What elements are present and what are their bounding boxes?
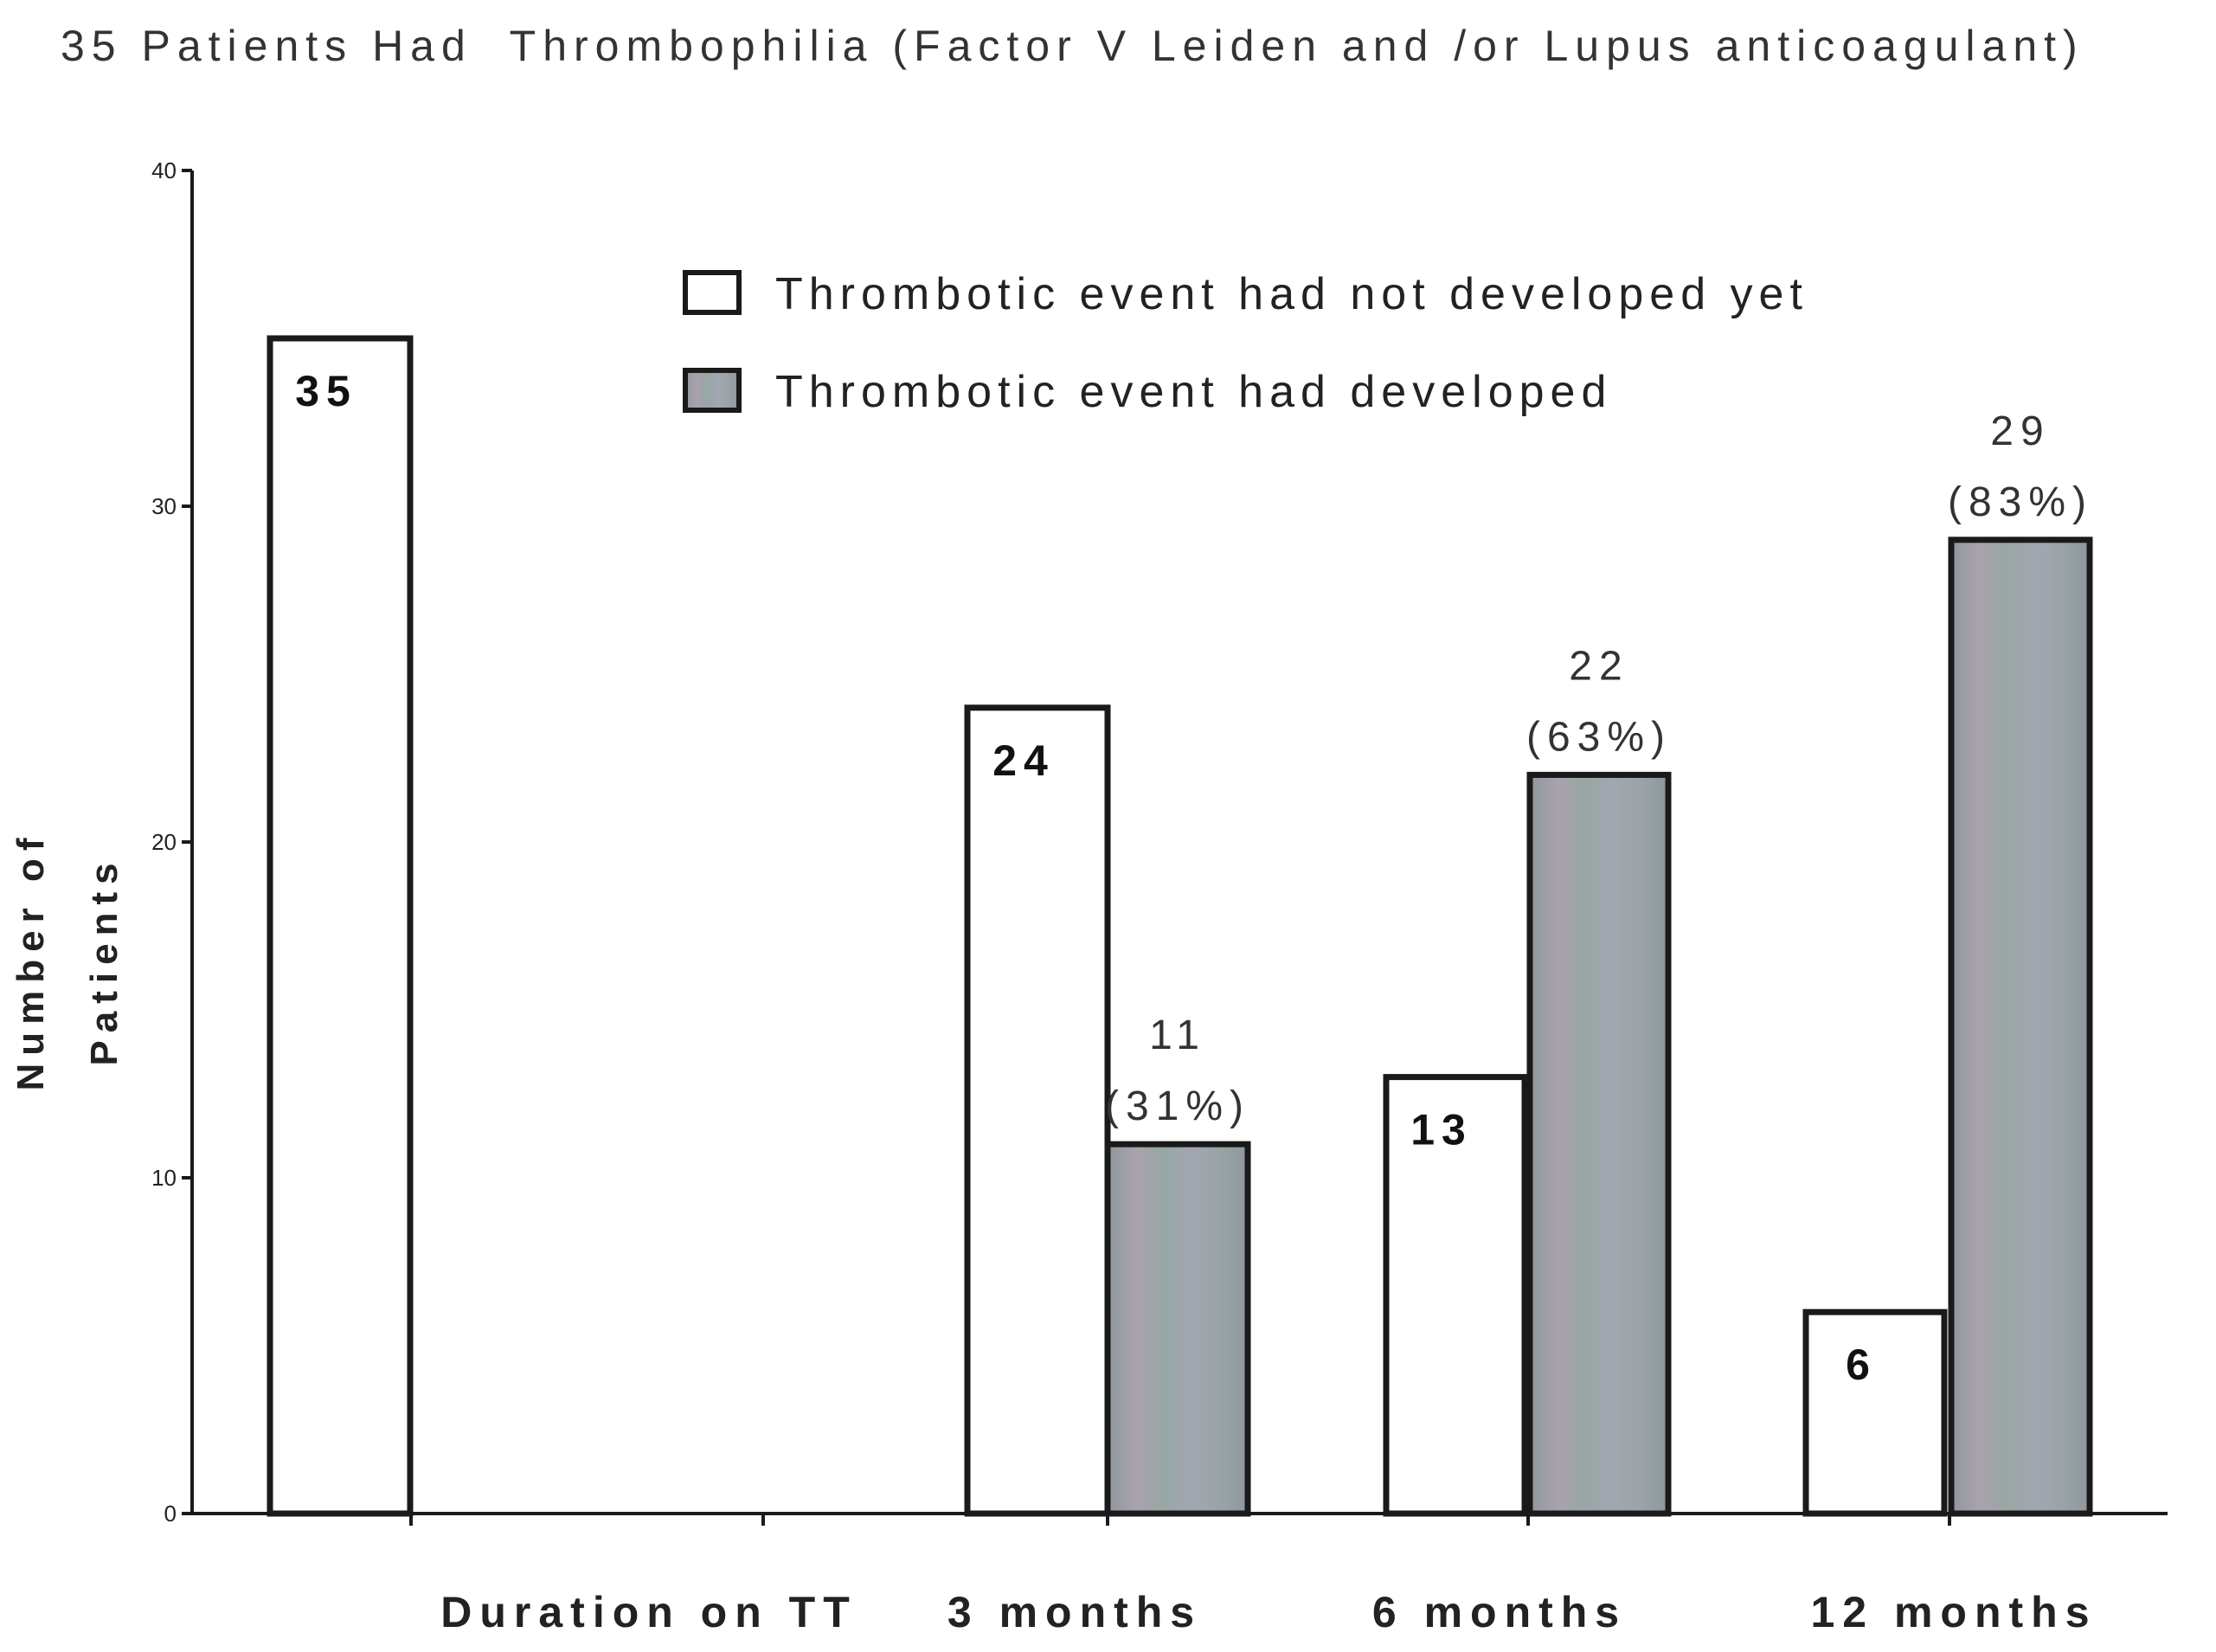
legend-label-not-developed: Thrombotic event had not developed yet bbox=[775, 269, 1808, 319]
data-label: 35 bbox=[295, 367, 357, 415]
data-label: 29 bbox=[1990, 408, 2050, 454]
y-tick-label: 40 bbox=[151, 157, 177, 183]
percent-label: (31%) bbox=[1105, 1083, 1250, 1129]
category-label: 12 months bbox=[1810, 1588, 2097, 1636]
data-label: 11 bbox=[1149, 1012, 1206, 1058]
percent-label: (83%) bbox=[1948, 479, 2093, 525]
category-labels: 3 months 6 months 12 months bbox=[947, 1588, 2097, 1636]
data-label: 6 bbox=[1846, 1340, 1877, 1389]
chart-title: 35 Patients Had Thrombophilia (Factor V … bbox=[61, 22, 2084, 70]
bar-not-developed bbox=[1802, 1308, 1948, 1517]
y-tick-label: 0 bbox=[164, 1501, 177, 1527]
legend-swatch-developed bbox=[683, 368, 742, 413]
y-tick-label: 10 bbox=[151, 1165, 177, 1191]
data-label: 24 bbox=[992, 736, 1055, 785]
bar-not-developed bbox=[964, 704, 1111, 1517]
bar-developed bbox=[1526, 771, 1672, 1517]
legend-label-developed: Thrombotic event had developed bbox=[775, 367, 1612, 417]
y-ticks: 0 10 20 30 40 bbox=[151, 157, 192, 1527]
data-label: 22 bbox=[1569, 643, 1628, 689]
bar-not-developed bbox=[267, 335, 414, 1517]
category-label: 3 months bbox=[947, 1588, 1202, 1636]
bar-labels: 35 24 13 6 11 (31%) 22 (63%) 29 (83%) bbox=[295, 367, 2093, 1389]
data-label: 13 bbox=[1410, 1106, 1473, 1154]
percent-label: (63%) bbox=[1526, 714, 1672, 760]
bar-developed bbox=[1104, 1141, 1251, 1517]
y-tick-label: 30 bbox=[151, 493, 177, 519]
bar-not-developed bbox=[1383, 1074, 1528, 1517]
bar-developed bbox=[1948, 537, 2093, 1517]
legend-swatch-not-developed bbox=[683, 270, 742, 315]
y-axis-label: Number of Patients bbox=[10, 831, 125, 1091]
x-axis-label: Duration on TT bbox=[440, 1588, 857, 1636]
y-tick-label: 20 bbox=[151, 829, 177, 855]
y-axis-label-line-2: Patients bbox=[83, 855, 125, 1065]
legend: Thrombotic event had not developed yet T… bbox=[683, 269, 1808, 417]
y-axis-label-line-1: Number of bbox=[10, 831, 52, 1091]
bars bbox=[267, 335, 2093, 1517]
category-label: 6 months bbox=[1372, 1588, 1627, 1636]
